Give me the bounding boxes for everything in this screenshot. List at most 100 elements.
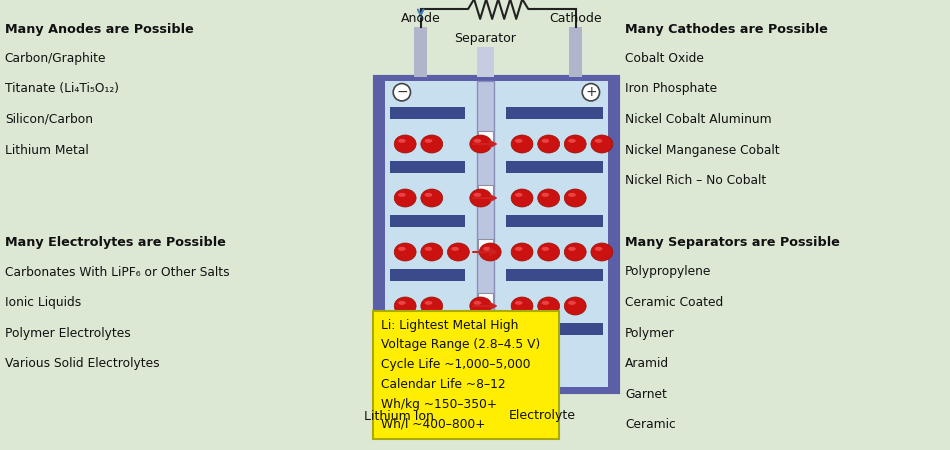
Bar bbox=[373, 310, 559, 439]
Ellipse shape bbox=[394, 243, 416, 261]
Bar bbox=[506, 215, 603, 227]
Ellipse shape bbox=[564, 297, 586, 315]
Bar bbox=[506, 161, 603, 173]
Bar bbox=[478, 292, 493, 308]
Text: Titanate (Li₄Ti₅O₁₂): Titanate (Li₄Ti₅O₁₂) bbox=[5, 82, 119, 95]
Bar bbox=[477, 81, 494, 387]
Text: Polypropylene: Polypropylene bbox=[625, 266, 712, 279]
Ellipse shape bbox=[564, 135, 586, 153]
Ellipse shape bbox=[474, 139, 482, 143]
Ellipse shape bbox=[398, 301, 406, 305]
Text: Ceramic Coated: Ceramic Coated bbox=[625, 296, 723, 309]
Text: Calendar Life ~8–12: Calendar Life ~8–12 bbox=[381, 378, 505, 391]
Ellipse shape bbox=[474, 301, 482, 305]
Ellipse shape bbox=[515, 247, 523, 251]
Ellipse shape bbox=[484, 247, 491, 251]
Ellipse shape bbox=[568, 193, 576, 197]
Bar bbox=[506, 107, 603, 119]
Text: Aramid: Aramid bbox=[625, 357, 669, 370]
Text: Polymer: Polymer bbox=[625, 327, 674, 340]
Text: Various Solid Electrolytes: Various Solid Electrolytes bbox=[5, 357, 160, 370]
Text: Carbonates With LiPF₆ or Other Salts: Carbonates With LiPF₆ or Other Salts bbox=[5, 266, 229, 279]
Bar bbox=[478, 184, 493, 200]
Ellipse shape bbox=[421, 189, 443, 207]
Text: Separator: Separator bbox=[454, 32, 517, 45]
Text: Lithium Metal: Lithium Metal bbox=[5, 144, 88, 157]
Ellipse shape bbox=[542, 247, 549, 251]
Ellipse shape bbox=[511, 189, 533, 207]
Ellipse shape bbox=[538, 297, 560, 315]
Text: Wh/l ~400–800+: Wh/l ~400–800+ bbox=[381, 417, 485, 430]
Text: Many Electrolytes are Possible: Many Electrolytes are Possible bbox=[5, 236, 226, 249]
Ellipse shape bbox=[394, 189, 416, 207]
Ellipse shape bbox=[568, 139, 576, 143]
Ellipse shape bbox=[564, 243, 586, 261]
Ellipse shape bbox=[470, 189, 492, 207]
Text: Ceramic: Ceramic bbox=[625, 418, 675, 432]
Text: Iron Phosphate: Iron Phosphate bbox=[625, 82, 717, 95]
Bar bbox=[569, 27, 582, 76]
Ellipse shape bbox=[564, 189, 586, 207]
Ellipse shape bbox=[542, 193, 549, 197]
Bar bbox=[390, 161, 465, 173]
Text: Nickel Cobalt Aluminum: Nickel Cobalt Aluminum bbox=[625, 113, 771, 126]
Bar bbox=[414, 27, 428, 76]
Ellipse shape bbox=[568, 247, 576, 251]
Ellipse shape bbox=[474, 193, 482, 197]
Ellipse shape bbox=[538, 135, 560, 153]
Ellipse shape bbox=[595, 247, 602, 251]
Ellipse shape bbox=[398, 139, 406, 143]
Ellipse shape bbox=[425, 139, 432, 143]
Ellipse shape bbox=[511, 243, 533, 261]
Text: Nickel Rich – No Cobalt: Nickel Rich – No Cobalt bbox=[625, 174, 767, 187]
Text: Silicon/Carbon: Silicon/Carbon bbox=[5, 113, 93, 126]
Ellipse shape bbox=[538, 243, 560, 261]
Text: Lithium Ion: Lithium Ion bbox=[364, 410, 434, 423]
Ellipse shape bbox=[511, 297, 533, 315]
Text: Cycle Life ~1,000–5,000: Cycle Life ~1,000–5,000 bbox=[381, 358, 530, 371]
Ellipse shape bbox=[425, 193, 432, 197]
Ellipse shape bbox=[515, 193, 523, 197]
Ellipse shape bbox=[538, 189, 560, 207]
Ellipse shape bbox=[542, 301, 549, 305]
Text: Li: Lightest Metal High: Li: Lightest Metal High bbox=[381, 319, 519, 332]
Text: Garnet: Garnet bbox=[625, 388, 667, 401]
Ellipse shape bbox=[595, 139, 602, 143]
Ellipse shape bbox=[451, 247, 459, 251]
Ellipse shape bbox=[515, 139, 523, 143]
Text: Anode: Anode bbox=[401, 12, 441, 25]
Ellipse shape bbox=[515, 301, 523, 305]
Ellipse shape bbox=[591, 135, 613, 153]
Text: Ionic Liquids: Ionic Liquids bbox=[5, 296, 81, 309]
Text: Many Cathodes are Possible: Many Cathodes are Possible bbox=[625, 22, 828, 36]
Bar bbox=[390, 323, 465, 335]
Text: −: − bbox=[396, 85, 408, 99]
Bar bbox=[390, 269, 465, 281]
Bar bbox=[478, 130, 493, 146]
Bar bbox=[506, 269, 603, 281]
Ellipse shape bbox=[398, 247, 406, 251]
Text: Polymer Electrolytes: Polymer Electrolytes bbox=[5, 327, 130, 340]
Ellipse shape bbox=[421, 243, 443, 261]
Text: Cobalt Oxide: Cobalt Oxide bbox=[625, 52, 704, 65]
Bar bbox=[390, 107, 465, 119]
Ellipse shape bbox=[511, 135, 533, 153]
Text: Many Anodes are Possible: Many Anodes are Possible bbox=[5, 22, 194, 36]
Ellipse shape bbox=[394, 135, 416, 153]
Ellipse shape bbox=[470, 135, 492, 153]
Ellipse shape bbox=[425, 301, 432, 305]
Text: +: + bbox=[585, 85, 597, 99]
Text: Voltage Range (2.8–4.5 V): Voltage Range (2.8–4.5 V) bbox=[381, 338, 541, 351]
Text: Many Separators are Possible: Many Separators are Possible bbox=[625, 236, 840, 249]
Text: Electrolyte: Electrolyte bbox=[509, 410, 576, 423]
Ellipse shape bbox=[480, 243, 502, 261]
Bar bbox=[506, 323, 603, 335]
Bar bbox=[385, 81, 608, 387]
Ellipse shape bbox=[421, 135, 443, 153]
Ellipse shape bbox=[568, 301, 576, 305]
Bar bbox=[390, 215, 465, 227]
Ellipse shape bbox=[398, 193, 406, 197]
Ellipse shape bbox=[394, 297, 416, 315]
Bar bbox=[375, 76, 618, 392]
Text: Nickel Manganese Cobalt: Nickel Manganese Cobalt bbox=[625, 144, 780, 157]
